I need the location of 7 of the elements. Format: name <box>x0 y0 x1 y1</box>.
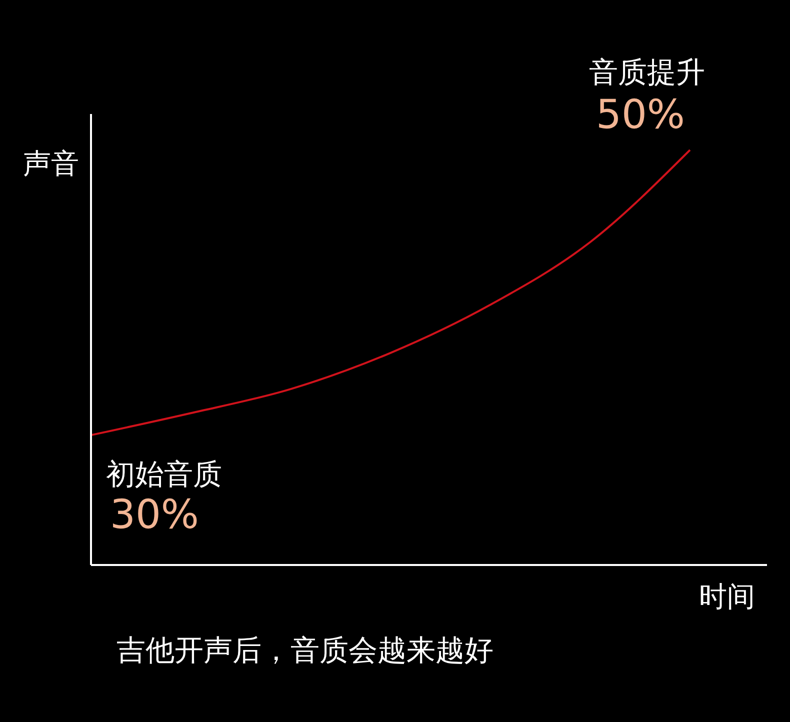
text: 吉他开声后，音质会越来越好 <box>116 633 494 667</box>
annotation: 初始音质 <box>106 457 222 491</box>
x-axis-title: 时间 <box>699 580 755 613</box>
text: 音质提升 <box>589 55 705 89</box>
text: 50% <box>596 92 685 138</box>
annotation: 30% <box>110 492 199 538</box>
y-axis-title: 声音 <box>23 147 79 180</box>
